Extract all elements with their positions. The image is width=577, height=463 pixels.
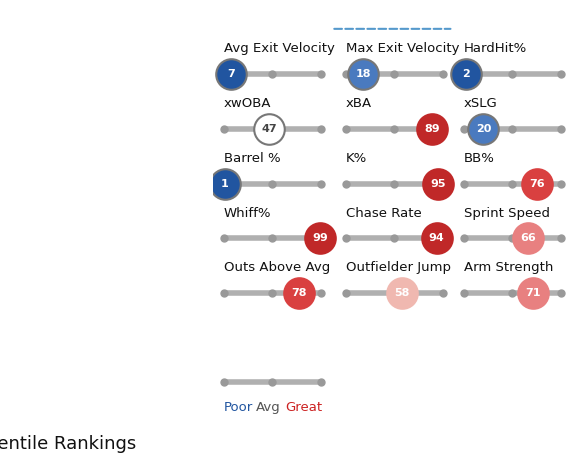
Text: Outs Above Avg: Outs Above Avg (224, 262, 330, 275)
Text: 76: 76 (530, 179, 545, 189)
Text: 78: 78 (292, 288, 307, 298)
Text: Barrel %: Barrel % (224, 152, 280, 165)
Text: BB%: BB% (464, 152, 495, 165)
Text: Whiff%: Whiff% (224, 206, 272, 219)
Text: 7: 7 (227, 69, 235, 79)
Text: xBA: xBA (346, 97, 372, 110)
Text: 2023 MLB Percentile Rankings: 2023 MLB Percentile Rankings (0, 435, 137, 453)
Text: 20: 20 (475, 124, 491, 134)
Text: 2: 2 (462, 69, 470, 79)
Text: Great: Great (285, 401, 322, 414)
Text: HardHit%: HardHit% (464, 42, 527, 55)
Text: Chase Rate: Chase Rate (346, 206, 422, 219)
Text: 94: 94 (429, 233, 445, 244)
Text: Max Exit Velocity: Max Exit Velocity (346, 42, 459, 55)
Text: Poor: Poor (224, 401, 253, 414)
Text: Outfielder Jump: Outfielder Jump (346, 262, 451, 275)
Text: K%: K% (346, 152, 367, 165)
Text: 1: 1 (221, 179, 229, 189)
Text: Arm Strength: Arm Strength (464, 262, 553, 275)
Text: 95: 95 (430, 179, 445, 189)
Text: xSLG: xSLG (464, 97, 498, 110)
Text: 66: 66 (520, 233, 535, 244)
Text: Avg: Avg (256, 401, 281, 414)
Text: 99: 99 (312, 233, 328, 244)
Text: 58: 58 (394, 288, 410, 298)
Text: 89: 89 (424, 124, 440, 134)
Text: 47: 47 (262, 124, 278, 134)
Text: 71: 71 (525, 288, 541, 298)
Text: Avg Exit Velocity: Avg Exit Velocity (224, 42, 335, 55)
Text: 18: 18 (355, 69, 371, 79)
Text: Sprint Speed: Sprint Speed (464, 206, 550, 219)
Text: xwOBA: xwOBA (224, 97, 272, 110)
